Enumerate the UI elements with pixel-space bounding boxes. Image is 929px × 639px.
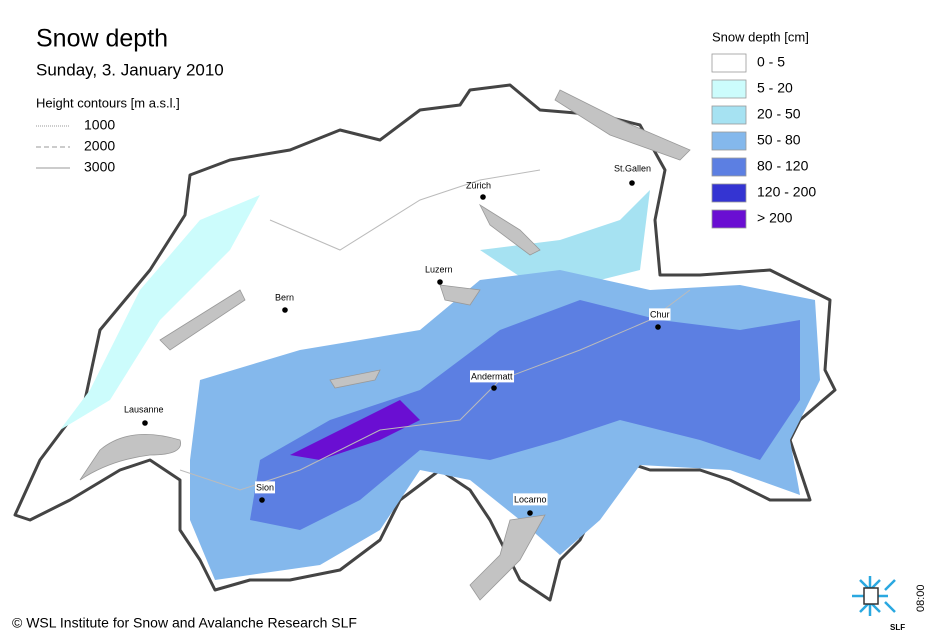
river: [499, 289, 691, 381]
city-dot: [491, 385, 497, 391]
city-dot: [655, 324, 661, 330]
lake: [479, 203, 541, 256]
legend-label: 120 - 200: [757, 184, 816, 200]
lake: [469, 514, 546, 601]
city-label-bg: [424, 263, 454, 276]
city-label: Locarno: [514, 494, 547, 504]
city-dot: [437, 279, 443, 285]
city-label: Luzern: [425, 264, 453, 274]
legend-label: 50 - 80: [757, 132, 801, 148]
city-label-bg: [649, 308, 671, 321]
snow-legend: 0 - 5 5 - 20 20 - 50 50 - 80 80 - 120 120 - 2…: [711, 53, 816, 229]
map-subtitle: Sunday, 3. January 2010: [36, 60, 224, 79]
snow-area: [480, 190, 650, 290]
lake: [439, 284, 481, 306]
legend-swatch: [711, 53, 747, 73]
river: [269, 169, 541, 251]
city-dot: [480, 194, 486, 200]
lake: [79, 434, 182, 481]
city-label: Sion: [256, 482, 274, 492]
legend-label: 5 - 20: [757, 80, 793, 96]
contour-label: 2000: [84, 138, 115, 154]
copyright: © WSL Institute for Snow and Avalanche R…: [12, 615, 357, 631]
city-label-bg: [255, 481, 276, 494]
city-label: Bern: [275, 292, 294, 302]
legend-swatch: [711, 79, 747, 99]
contour-legend-title: Height contours [m a.s.l.]: [36, 95, 180, 110]
river: [179, 379, 501, 491]
contour-label: 1000: [84, 117, 115, 133]
legend-swatch: [711, 209, 747, 229]
city-label: Lausanne: [124, 404, 164, 414]
rivers: [179, 169, 691, 491]
map-title: Snow depth: [36, 25, 168, 53]
lakes: [79, 89, 691, 601]
city-label-bg: [470, 370, 515, 383]
city-dot: [259, 497, 265, 503]
snow-area: [60, 195, 260, 430]
cities: Zürich St.Gallen Luzern Bern Chur Andermatt La…: [124, 163, 671, 516]
legend-label: 20 - 50: [757, 106, 801, 122]
logo-cross: [863, 587, 879, 605]
city-label: Chur: [650, 309, 670, 319]
legend-swatch: [711, 157, 747, 177]
legend-swatch: [711, 183, 747, 203]
lake: [329, 369, 381, 389]
snow-area: [250, 300, 800, 530]
city-dot: [629, 180, 635, 186]
country: [13, 83, 837, 602]
lake: [159, 289, 246, 351]
snow-legend-title: Snow depth [cm]: [712, 29, 809, 44]
time: 08:00: [915, 584, 927, 612]
snow-area: [290, 400, 420, 460]
legend-swatch: [711, 131, 747, 151]
city-label-bg: [513, 493, 548, 506]
logo: [852, 576, 896, 616]
city-dot: [527, 510, 533, 516]
legend-label: > 200: [757, 210, 793, 226]
city-label: St.Gallen: [614, 163, 651, 173]
legend-swatch: [711, 105, 747, 125]
legend-label: 80 - 120: [757, 158, 809, 174]
city-dot: [142, 420, 148, 426]
contour-legend: 1000 2000 3000: [36, 117, 115, 175]
contour-label: 3000: [84, 159, 115, 175]
city-dot: [282, 307, 288, 313]
lake: [554, 89, 691, 161]
city-label: Andermatt: [471, 371, 513, 381]
city-label: Zürich: [466, 180, 491, 190]
legend-label: 0 - 5: [757, 54, 785, 70]
logo-text: SLF: [890, 623, 905, 632]
